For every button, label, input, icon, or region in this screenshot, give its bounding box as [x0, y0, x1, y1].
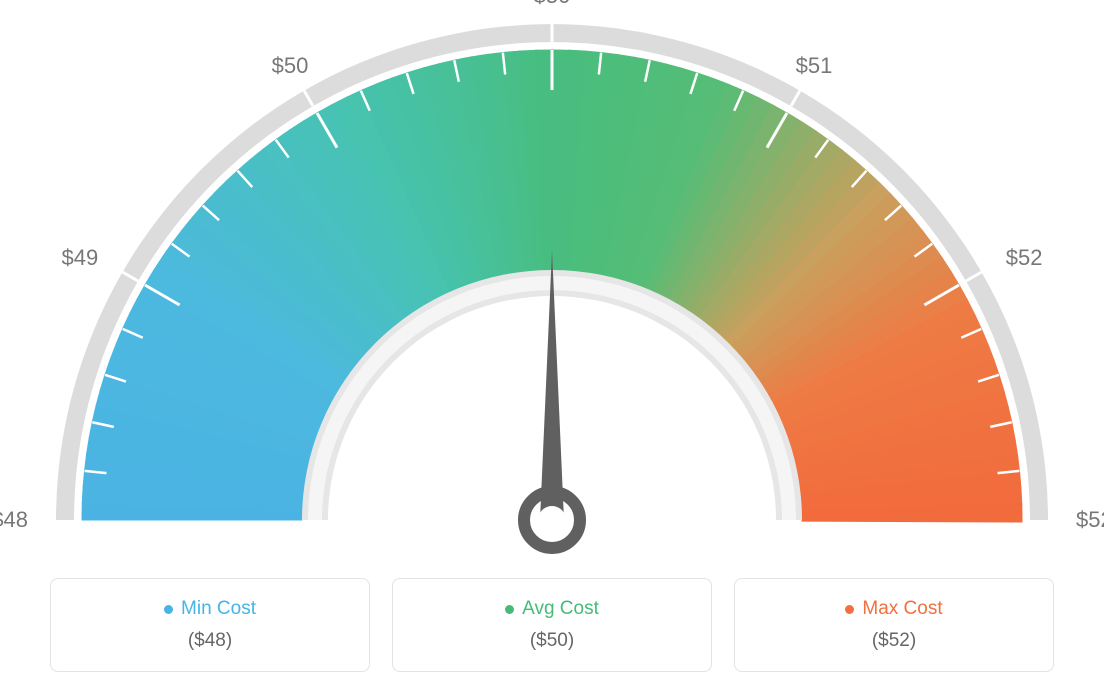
legend-dot-max — [845, 605, 854, 614]
legend-label-max: Max Cost — [862, 598, 942, 620]
legend-title-max: Max Cost — [845, 598, 942, 620]
svg-text:$48: $48 — [0, 507, 28, 532]
legend-row: Min Cost ($48) Avg Cost ($50) Max Cost (… — [0, 578, 1104, 672]
legend-title-min: Min Cost — [164, 598, 256, 620]
legend-dot-min — [164, 605, 173, 614]
svg-text:$50: $50 — [272, 53, 309, 78]
legend-dot-avg — [505, 605, 514, 614]
svg-text:$52: $52 — [1076, 507, 1104, 532]
svg-text:$52: $52 — [1006, 245, 1043, 270]
svg-text:$50: $50 — [534, 0, 571, 8]
gauge-svg: $48 $49 $50 $50 $51 $52 $52 — [0, 0, 1104, 560]
legend-label-min: Min Cost — [181, 598, 256, 620]
legend-value-min: ($48) — [188, 630, 232, 652]
legend-value-avg: ($50) — [530, 630, 574, 652]
gauge-chart: $48 $49 $50 $50 $51 $52 $52 — [0, 0, 1104, 560]
legend-card-avg: Avg Cost ($50) — [392, 578, 712, 672]
svg-text:$51: $51 — [796, 53, 833, 78]
legend-value-max: ($52) — [872, 630, 916, 652]
legend-card-max: Max Cost ($52) — [734, 578, 1054, 672]
svg-text:$49: $49 — [61, 245, 98, 270]
legend-title-avg: Avg Cost — [505, 598, 599, 620]
legend-label-avg: Avg Cost — [522, 598, 599, 620]
legend-card-min: Min Cost ($48) — [50, 578, 370, 672]
